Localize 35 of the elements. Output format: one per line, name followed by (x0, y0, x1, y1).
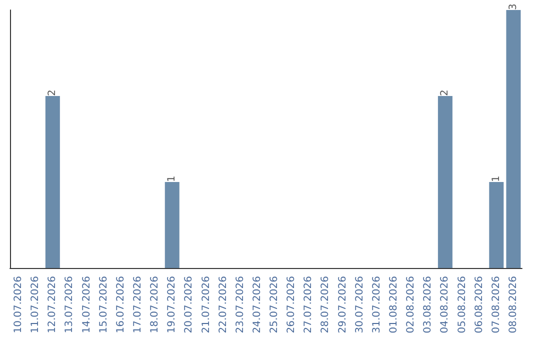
x-tick-label: 24.07.2026 (252, 276, 263, 334)
data-label: 3 (508, 4, 519, 10)
x-tick-label: 20.07.2026 (184, 276, 195, 334)
x-tick-label: 08.08.2026 (508, 276, 519, 334)
x-tick-label: 13.07.2026 (64, 276, 76, 334)
x-tick-label: 25.07.2026 (269, 276, 280, 334)
x-tick-label: 15.07.2026 (98, 276, 110, 334)
x-tick-label: 06.08.2026 (474, 276, 485, 334)
x-tick-label: 21.07.2026 (200, 276, 212, 334)
x-tick-label: 02.08.2026 (406, 276, 417, 334)
x-tick-label: 30.07.2026 (354, 276, 366, 334)
x-tick-label: 05.08.2026 (456, 276, 468, 334)
data-label: 2 (440, 90, 451, 96)
x-tick-label: 27.07.2026 (303, 276, 314, 334)
x-tick-label: 18.07.2026 (150, 276, 161, 334)
x-tick-label: 28.07.2026 (320, 276, 332, 334)
data-label: 2 (47, 90, 58, 96)
x-tick-label: 16.07.2026 (115, 276, 126, 334)
x-tick-label: 26.07.2026 (286, 276, 298, 334)
x-tick-label: 11.07.2026 (30, 276, 42, 334)
x-tick-label: 31.07.2026 (371, 276, 382, 334)
x-tick-label: 23.07.2026 (234, 276, 246, 334)
x-tick-label: 17.07.2026 (132, 276, 144, 334)
x-tick-label: 10.07.2026 (13, 276, 24, 334)
x-tick-label: 14.07.2026 (81, 276, 92, 334)
x-tick-label: 19.07.2026 (166, 276, 178, 334)
x-tick-label: 03.08.2026 (422, 276, 434, 334)
data-label: 1 (166, 176, 178, 182)
x-tick-label: 22.07.2026 (218, 276, 229, 334)
data-label: 1 (490, 176, 502, 182)
x-tick-label: 04.08.2026 (440, 276, 451, 334)
x-tick-label: 12.07.2026 (47, 276, 58, 334)
x-tick-label: 29.07.2026 (337, 276, 348, 334)
x-tick-label: 07.08.2026 (490, 276, 502, 334)
x-tick-label: 01.08.2026 (388, 276, 400, 334)
